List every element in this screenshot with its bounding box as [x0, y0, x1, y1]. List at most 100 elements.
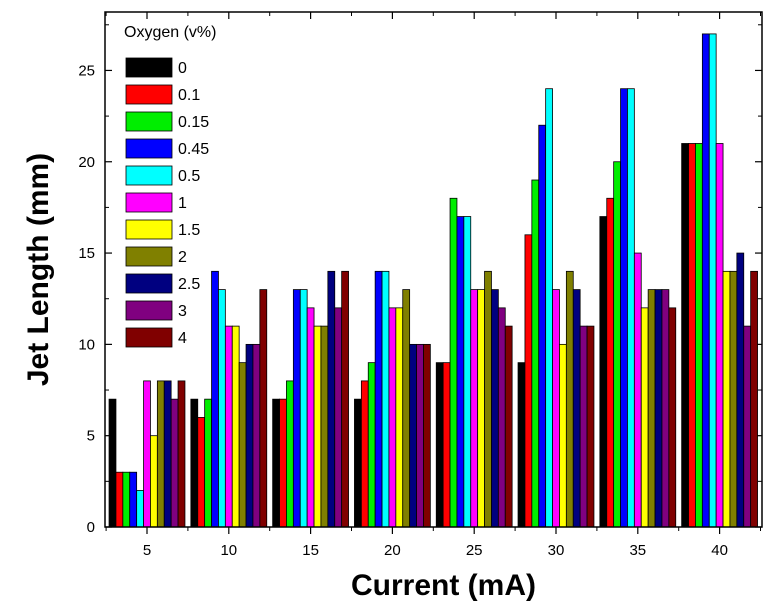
bar — [572, 289, 581, 528]
bar — [313, 325, 322, 528]
bars-layer — [108, 33, 758, 528]
bar — [606, 197, 615, 528]
bar — [122, 471, 131, 528]
y-tick-label: 5 — [87, 428, 95, 445]
legend: Oxygen (v%) 0 0.1 0.15 0.45 0.5 1 1.5 2 2.5 3 4 — [124, 24, 216, 348]
legend-title: Oxygen (v%) — [124, 24, 216, 41]
y-tick-label: 10 — [78, 336, 95, 353]
x-tick-label: 35 — [629, 542, 646, 559]
bar — [586, 325, 595, 528]
x-tick-label: 30 — [548, 542, 565, 559]
legend-label: 0.1 — [178, 87, 200, 104]
bar — [238, 362, 247, 528]
bar — [491, 289, 499, 528]
bar — [272, 398, 280, 528]
legend-label: 3 — [178, 303, 187, 320]
bar — [402, 289, 411, 528]
legend-swatch — [125, 84, 173, 105]
bar — [681, 143, 689, 528]
legend-swatch — [125, 327, 173, 348]
bar — [334, 307, 343, 528]
bar — [374, 270, 383, 528]
bar — [197, 417, 206, 528]
bar — [559, 343, 567, 528]
bar — [306, 307, 315, 528]
legend-label: 1 — [178, 195, 187, 212]
bar — [477, 289, 485, 528]
legend-swatch — [125, 192, 173, 213]
bar — [341, 270, 349, 528]
x-tick-label: 5 — [143, 542, 151, 559]
bar — [661, 289, 670, 528]
legend-swatch — [125, 273, 173, 294]
bar — [423, 343, 431, 528]
legend-label: 0.45 — [178, 141, 209, 158]
bar — [633, 252, 642, 528]
legend-swatch — [125, 138, 173, 159]
bar — [579, 325, 588, 528]
x-tick-label: 25 — [466, 542, 483, 559]
y-tick-label: 15 — [78, 245, 95, 262]
bar — [218, 289, 226, 528]
bar — [463, 216, 472, 528]
bar — [435, 362, 444, 528]
bar — [320, 325, 329, 528]
bar — [279, 398, 287, 528]
bar — [722, 270, 731, 528]
bar — [565, 270, 574, 528]
legend-swatch — [125, 300, 173, 321]
x-tick-label: 10 — [220, 542, 237, 559]
bar — [750, 270, 758, 528]
bar — [177, 380, 186, 528]
bar — [150, 435, 158, 528]
bar — [484, 270, 492, 528]
bar — [115, 471, 124, 528]
bar — [156, 380, 165, 528]
bar — [599, 216, 608, 528]
bar — [729, 270, 738, 528]
bar — [409, 343, 417, 528]
bar — [367, 362, 376, 528]
y-tick-label: 25 — [78, 62, 95, 79]
bar — [743, 325, 752, 528]
bar — [354, 398, 362, 528]
legend-label: 0.15 — [178, 114, 209, 131]
bar — [136, 490, 144, 528]
legend-swatch — [125, 57, 173, 78]
bar — [620, 88, 628, 528]
y-tick-label: 20 — [78, 154, 95, 171]
bar — [360, 380, 369, 528]
bar — [245, 343, 254, 528]
bar — [252, 343, 261, 528]
bar — [395, 307, 404, 528]
bar — [388, 307, 397, 528]
bar — [286, 380, 294, 528]
bar — [129, 471, 138, 528]
bar — [442, 362, 451, 528]
legend-label: 0.5 — [178, 168, 200, 185]
bar — [545, 88, 553, 528]
legend-label: 1.5 — [178, 222, 200, 239]
legend-label: 2.5 — [178, 276, 200, 293]
bar — [327, 270, 336, 528]
x-tick-label: 40 — [711, 542, 728, 559]
bar — [688, 143, 696, 528]
bar — [715, 143, 724, 528]
bar — [736, 252, 745, 528]
legend-swatch — [125, 246, 173, 267]
bar — [695, 143, 703, 528]
bar — [299, 289, 308, 528]
bar — [640, 307, 649, 528]
bar — [449, 197, 458, 528]
bar — [668, 307, 677, 528]
x-tick-label: 15 — [302, 542, 319, 559]
bar — [524, 234, 533, 528]
bar — [231, 325, 240, 528]
bar — [170, 398, 179, 528]
bar — [654, 289, 663, 528]
bar — [108, 398, 117, 528]
bar — [517, 362, 526, 528]
bar — [708, 33, 717, 528]
legend-label: 2 — [178, 249, 187, 266]
